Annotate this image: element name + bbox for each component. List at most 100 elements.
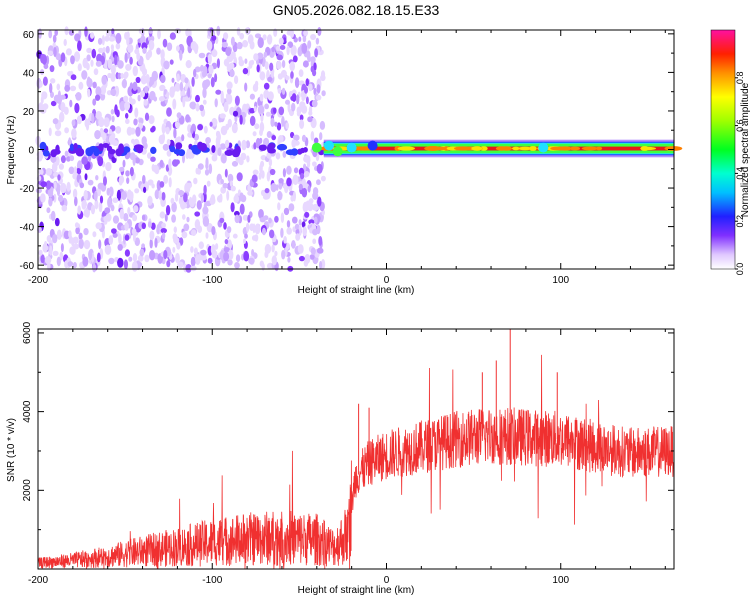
spectrogram-noise-cell <box>72 236 79 244</box>
spectrogram-noise-cell <box>181 231 188 239</box>
spectrogram-noise-cell <box>169 87 175 98</box>
spectrogram-noise-cell <box>94 130 101 140</box>
band-highlight <box>424 146 442 151</box>
spectrogram-noise-cell <box>111 28 115 35</box>
spectrogram-noise-cell <box>296 94 300 105</box>
spectrogram-noise-cell <box>67 71 73 77</box>
spectrogram-noise-cell <box>149 238 153 249</box>
spectrogram-noise-cell <box>277 73 283 80</box>
spectrogram-noise-cell <box>164 213 168 222</box>
spectrogram-noise-cell <box>304 211 310 218</box>
spectrogram-noise-cell <box>223 58 230 67</box>
spectrogram-noise-cell <box>63 38 67 47</box>
spectrogram-noise-cell <box>229 180 233 187</box>
spectrogram-noise-cell <box>101 35 105 46</box>
spectrogram-noise-cell <box>40 193 46 203</box>
spectrogram-noise-cell <box>96 53 103 63</box>
spectrogram-noise-cell <box>45 168 53 176</box>
spectrogram-noise-cell <box>110 204 115 212</box>
spectrogram-noise-cell <box>254 33 262 39</box>
spectrogram-noise-cell <box>269 229 275 239</box>
spectrogram-noise-cell <box>105 29 111 37</box>
spectrogram-noise-cell <box>172 246 176 253</box>
spectrogram-noise-cell <box>231 123 238 134</box>
band-highlight <box>664 146 683 151</box>
spectrogram-noise-cell <box>316 179 321 186</box>
spectrogram-noise-cell <box>92 81 97 89</box>
spectrogram-noise-cell <box>298 219 302 226</box>
spectrogram-noise-cell <box>176 112 182 119</box>
spectrogram-noise-cell <box>124 222 129 231</box>
spectrogram-noise-cell <box>234 214 240 224</box>
spectrogram-noise-cell <box>173 127 177 139</box>
spectrogram-noise-cell <box>74 33 81 42</box>
spectrogram-noise-cell <box>50 78 56 84</box>
spectrogram-noise-cell <box>223 32 229 40</box>
spectrogram-noise-cell <box>263 137 270 147</box>
spectrogram-noise-cell <box>40 254 45 264</box>
spectrogram-noise-cell <box>163 249 168 260</box>
spectrogram-noise-cell <box>183 192 188 203</box>
spectrogram-x-tick-label: -100 <box>202 275 222 286</box>
spectrogram-noise-cell <box>124 249 130 257</box>
spectrogram-noise-cell <box>135 76 141 84</box>
spectrogram-noise-cell <box>78 238 84 249</box>
spectrogram-noise-cell <box>305 78 309 87</box>
spectrogram-noise-cell <box>178 190 185 196</box>
spectrogram-noise-cell <box>60 155 66 164</box>
spectrogram-noise-cell <box>223 247 230 253</box>
spectrogram-noise-cell <box>249 93 255 100</box>
spectrogram-noise-cell <box>169 59 174 65</box>
spectrogram-noise-cell <box>312 161 317 167</box>
spectrogram-noise-cell <box>302 201 309 213</box>
spectrogram-zero-cell <box>258 144 267 151</box>
spectrogram-noise-cell <box>300 102 306 113</box>
spectrogram-noise-cell <box>83 228 89 236</box>
spectrogram-noise-cell <box>71 128 77 139</box>
spectrogram-noise-cell <box>136 51 141 61</box>
spectrogram-noise-cell <box>286 165 292 175</box>
spectrogram-noise-cell <box>278 37 284 45</box>
spectrogram-noise-cell <box>223 222 227 230</box>
spectrogram-noise-cell <box>308 198 314 204</box>
spectrogram-noise-cell <box>265 111 271 117</box>
spectrogram-noise-cell <box>280 227 284 238</box>
spectrogram-noise-cell <box>61 204 68 212</box>
spectrogram-noise-cell <box>64 84 71 92</box>
spectrogram-noise-cell <box>248 257 255 265</box>
spectrogram-noise-cell <box>149 230 155 241</box>
spectrogram-noise-cell <box>81 200 87 209</box>
snr-y-tick-label: 4000 <box>22 400 33 423</box>
spectrogram-noise-cell <box>168 158 172 170</box>
spectrogram-noise-cell <box>96 252 101 263</box>
spectrogram-noise-cell <box>316 247 324 254</box>
spectrogram-noise-cell <box>208 163 213 175</box>
spectrogram-noise-cell <box>189 101 195 109</box>
spectrogram-noise-cell <box>74 196 78 207</box>
spectrogram-noise-cell <box>261 170 265 179</box>
spectrogram-noise-cell <box>193 68 197 78</box>
spectrogram-noise-cell <box>123 73 128 80</box>
spectrogram-noise-cell <box>242 67 249 75</box>
spectrogram-noise-cell <box>116 189 121 201</box>
spectrogram-noise-cell <box>211 117 218 127</box>
spectrogram-noise-cell <box>259 71 266 81</box>
spectrogram-noise-cell <box>232 110 239 117</box>
spectrogram-noise-cell <box>112 197 119 203</box>
spectrogram-noise-cell <box>110 109 115 115</box>
spectrogram-noise-cell <box>154 237 158 248</box>
spectrogram-noise-cell <box>244 233 248 239</box>
spectrogram-noise-cell <box>202 216 210 227</box>
colorbar-tick-label: 0.8 <box>735 72 745 85</box>
spectrogram-noise-cell <box>144 85 149 94</box>
spectrogram-noise-cell <box>281 116 285 127</box>
spectrogram-noise-cell <box>156 47 161 55</box>
spectrogram-noise-cell <box>159 181 165 188</box>
spectrogram-noise-cell <box>302 35 307 43</box>
spectrogram-noise-cell <box>70 74 77 81</box>
spectrogram-zero-cell <box>133 144 144 150</box>
spectrogram-noise-cell <box>211 35 217 41</box>
spectrogram-x-tick-label: -200 <box>28 275 48 286</box>
spectrogram-noise-cell <box>285 99 290 105</box>
